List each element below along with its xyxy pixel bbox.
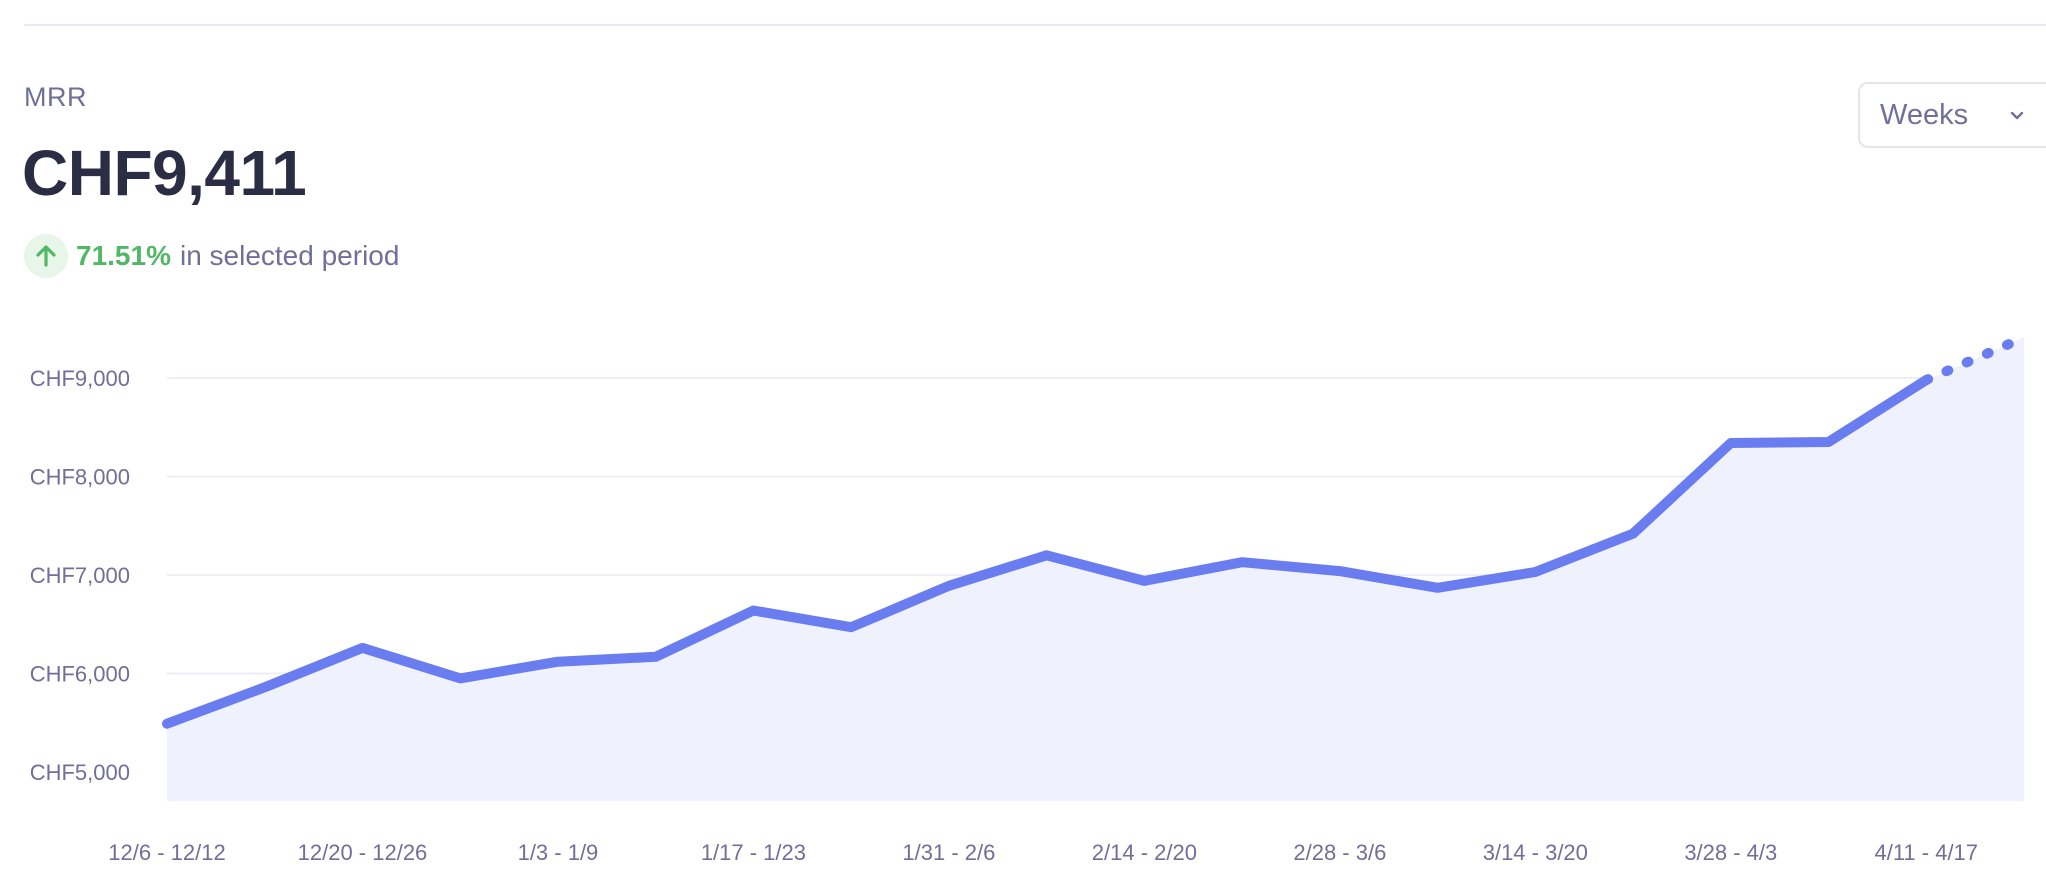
y-tick-label: CHF9,000 <box>30 366 130 391</box>
metric-label: MRR <box>24 82 87 112</box>
y-tick-label: CHF7,000 <box>30 563 130 588</box>
x-tick-label: 2/14 - 2/20 <box>1092 840 1197 865</box>
change-percent: 71.51% <box>76 240 171 271</box>
x-tick-label: 1/17 - 1/23 <box>701 840 806 865</box>
y-tick-label: CHF6,000 <box>30 662 130 687</box>
change-suffix: in selected period <box>179 240 400 271</box>
period-select[interactable]: Weeks <box>1858 82 2046 148</box>
mrr-chart: CHF5,000 CHF6,000 CHF7,000 CHF8,000 CHF9,000… <box>30 332 2029 865</box>
top-divider <box>24 24 2046 26</box>
change-row: 71.51% in selected period <box>24 234 399 278</box>
chevron-down-icon <box>2008 106 2026 129</box>
y-tick-label: CHF5,000 <box>30 760 130 785</box>
x-tick-label: 3/28 - 4/3 <box>1684 840 1777 865</box>
metric-value: CHF9,411 <box>22 137 307 209</box>
x-tick-label: 12/6 - 12/12 <box>108 840 225 865</box>
x-tick-label: 3/14 - 3/20 <box>1483 840 1588 865</box>
x-tick-label: 1/31 - 2/6 <box>902 840 995 865</box>
x-tick-label: 2/28 - 3/6 <box>1293 840 1386 865</box>
period-select-value: Weeks <box>1880 98 1969 131</box>
y-tick-label: CHF8,000 <box>30 465 130 490</box>
x-tick-label: 4/11 - 4/17 <box>1874 840 1978 865</box>
series-line-projection <box>1921 332 2029 385</box>
x-tick-label: 12/20 - 12/26 <box>298 840 428 865</box>
x-tick-label: 1/3 - 1/9 <box>518 840 599 865</box>
series-line <box>162 375 1932 729</box>
arrow-up-icon <box>24 234 68 278</box>
